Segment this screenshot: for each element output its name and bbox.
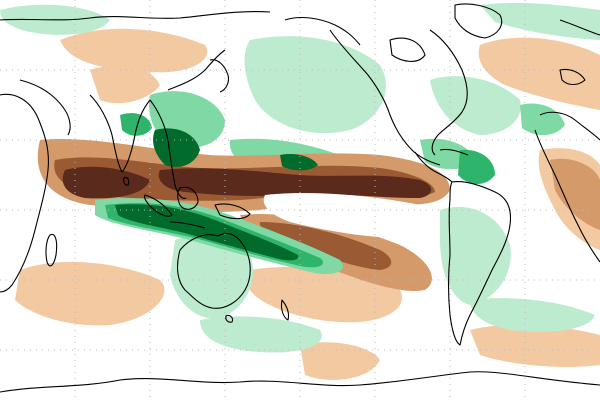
- wet-patch-southern-atlantic: [470, 298, 595, 332]
- coastline-hudson: [389, 37, 426, 62]
- coastlines: [0, 3, 600, 393]
- coastline-antarctica: [0, 371, 600, 393]
- coastline-greenland: [454, 3, 503, 39]
- wet-core-bay-of-bengal: [153, 128, 200, 167]
- dry-patch-indian-ocean: [15, 261, 165, 326]
- wet-patch-north-atlantic: [430, 76, 521, 135]
- coastline-australia: [176, 232, 251, 309]
- coastline-tasmania: [225, 314, 234, 323]
- dry-patch-central-asia: [90, 65, 160, 104]
- wet-patch-arctic-europe: [480, 2, 600, 40]
- coastline-alaska: [284, 16, 361, 46]
- coastline-arctic-asia: [0, 11, 271, 21]
- wet-core-amazon: [458, 149, 495, 185]
- coastline-europe: [559, 19, 600, 36]
- neutral-core-central-pacific: [263, 193, 439, 239]
- wet-patch-australia: [170, 235, 254, 319]
- wet-patch-north-pacific: [244, 36, 386, 134]
- wet-core-south-china-sea: [120, 113, 152, 136]
- coastline-iberia: [559, 68, 586, 86]
- wet-core-west-pacific: [280, 154, 318, 171]
- coastline-java: [169, 221, 206, 229]
- coastline-india: [89, 94, 151, 173]
- coastline-caribbean: [439, 148, 469, 156]
- coastline-madagascar: [45, 233, 58, 267]
- dry-patch-north-atlantic: [478, 37, 600, 110]
- dry-patch-south-pacific: [250, 266, 402, 323]
- coastline-africa-east: [0, 93, 49, 293]
- coastline-new-zealand: [280, 299, 290, 321]
- coastline-sumatra: [143, 194, 173, 217]
- coastline-south-america: [447, 181, 512, 346]
- coastline-africa-west: [534, 111, 600, 263]
- wet-core-maritime-continent: [115, 204, 299, 261]
- wet-patch-south-america: [440, 206, 511, 305]
- coastline-central-america: [414, 151, 453, 183]
- coastline-sri-lanka: [123, 176, 130, 186]
- coastline-north-america-west: [329, 29, 441, 166]
- dry-patch-south-atlantic: [470, 324, 600, 367]
- dry-patch-north-pacific: [60, 28, 208, 73]
- coastline-japan: [209, 59, 230, 93]
- coastline-borneo: [177, 186, 199, 210]
- coastline-arabia: [19, 79, 71, 136]
- dry-core-indian-ocean: [62, 166, 150, 199]
- dry-patch-southern-ocean: [300, 342, 380, 380]
- coastline-china: [167, 49, 226, 91]
- dry-band-africa: [550, 158, 600, 230]
- dry-band-spcz-core: [259, 222, 392, 270]
- dry-core-pacific-equator: [158, 168, 432, 198]
- coastline-new-guinea: [214, 203, 251, 220]
- wet-patch-southern-indian: [200, 316, 322, 353]
- coastline-north-america-east: [429, 29, 468, 156]
- wet-band-africa-west: [520, 103, 565, 136]
- coastline-indochina: [149, 99, 187, 199]
- anomaly-layer: [0, 2, 600, 380]
